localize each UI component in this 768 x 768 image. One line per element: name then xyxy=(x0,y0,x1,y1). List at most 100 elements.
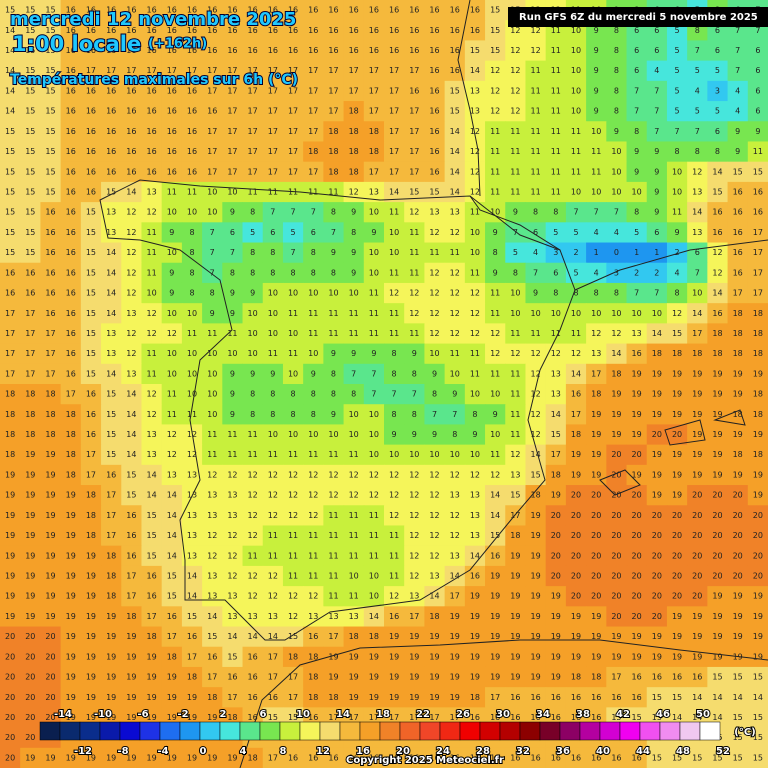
temperature-cell xyxy=(666,222,688,244)
temperature-value: 18 xyxy=(66,470,76,479)
temperature-cell xyxy=(323,0,345,21)
temperature-value: 16 xyxy=(207,46,217,55)
colorbar-swatch xyxy=(459,721,481,741)
temperature-cell xyxy=(687,303,708,324)
temperature-value: 12 xyxy=(409,511,419,520)
temperature-value: 11 xyxy=(571,167,581,176)
temperature-value: 8 xyxy=(392,369,397,378)
temperature-cell xyxy=(222,363,244,385)
temperature-value: 14 xyxy=(450,572,460,581)
temperature-value: 15 xyxy=(5,188,15,197)
temperature-cell xyxy=(262,181,284,203)
temperature-cell xyxy=(141,485,163,506)
temperature-cell xyxy=(666,60,688,82)
temperature-cell xyxy=(20,606,41,628)
temperature-value: 9 xyxy=(412,430,417,439)
temperature-value: 15 xyxy=(672,753,682,762)
temperature-value: 16 xyxy=(733,228,743,237)
temperature-cell xyxy=(60,485,82,506)
temperature-cell xyxy=(343,626,365,648)
temperature-value: 16 xyxy=(591,693,601,702)
temperature-cell xyxy=(707,262,729,284)
temperature-cell xyxy=(141,121,163,142)
temperature-value: 19 xyxy=(530,572,540,581)
temperature-cell xyxy=(363,485,385,506)
temperature-value: 16 xyxy=(248,693,258,702)
temperature-value: 14 xyxy=(5,26,15,35)
temperature-cell xyxy=(727,464,749,486)
temperature-cell xyxy=(40,282,62,304)
temperature-value: 19 xyxy=(369,652,379,661)
temperature-value: 8 xyxy=(210,289,215,298)
temperature-cell xyxy=(424,80,446,102)
temperature-cell xyxy=(323,545,345,567)
temperature-value: 3 xyxy=(715,86,720,95)
temperature-cell xyxy=(646,565,668,587)
temperature-value: 2 xyxy=(675,248,680,257)
temperature-value: 15 xyxy=(268,713,278,722)
temperature-value: 5 xyxy=(634,228,639,237)
temperature-value: 20 xyxy=(753,511,763,520)
temperature-cell xyxy=(222,20,244,41)
temperature-cell xyxy=(262,242,284,264)
temperature-value: 19 xyxy=(66,652,76,661)
temperature-value: 19 xyxy=(126,753,136,762)
temperature-cell xyxy=(404,646,425,668)
temperature-cell xyxy=(384,222,405,244)
temperature-cell xyxy=(687,505,708,526)
temperature-cell xyxy=(565,444,587,466)
temperature-cell xyxy=(80,646,102,668)
temperature-cell xyxy=(202,121,223,142)
temperature-cell xyxy=(40,646,62,668)
temperature-cell xyxy=(727,747,749,768)
temperature-cell xyxy=(242,323,264,345)
temperature-value: 10 xyxy=(268,309,278,318)
temperature-cell xyxy=(626,444,648,466)
temperature-value: 17 xyxy=(389,127,399,136)
temperature-cell xyxy=(303,606,324,628)
temperature-cell xyxy=(222,545,244,567)
temperature-value: 12 xyxy=(450,289,460,298)
temperature-value: 16 xyxy=(369,46,379,55)
temperature-value: 19 xyxy=(652,450,662,459)
temperature-value: 12 xyxy=(530,349,540,358)
temperature-cell xyxy=(161,606,183,628)
temperature-value: 16 xyxy=(167,147,177,156)
temperature-cell xyxy=(586,444,607,466)
temperature-value: 9 xyxy=(169,289,174,298)
temperature-value: 16 xyxy=(349,46,359,55)
temperature-cell xyxy=(565,586,587,607)
temperature-cell xyxy=(384,40,405,62)
temperature-value: 12 xyxy=(248,491,258,500)
temperature-cell xyxy=(586,687,607,708)
temperature-cell xyxy=(606,485,628,506)
temperature-cell xyxy=(606,141,628,163)
temperature-value: 18 xyxy=(733,410,743,419)
temperature-value: 12 xyxy=(470,127,480,136)
temperature-cell xyxy=(242,404,264,425)
temperature-value: 10 xyxy=(470,248,480,257)
temperature-cell xyxy=(525,343,547,365)
temperature-value: 11 xyxy=(530,329,540,338)
temperature-value: 11 xyxy=(146,349,156,358)
temperature-cell xyxy=(80,202,102,223)
temperature-value: 19 xyxy=(369,693,379,702)
temperature-cell xyxy=(323,222,345,244)
temperature-value: 12 xyxy=(126,268,136,277)
temperature-cell xyxy=(202,20,223,41)
temperature-cell xyxy=(60,282,82,304)
temperature-cell xyxy=(343,262,365,284)
temperature-cell xyxy=(303,363,324,385)
temperature-value: 17 xyxy=(106,511,116,520)
temperature-cell xyxy=(384,646,405,668)
temperature-value: 11 xyxy=(551,167,561,176)
temperature-cell xyxy=(545,424,567,446)
temperature-cell xyxy=(202,202,223,223)
temperature-value: 8 xyxy=(553,208,558,217)
colorbar-label: 22 xyxy=(416,709,430,720)
temperature-cell xyxy=(80,747,102,768)
temperature-cell xyxy=(707,565,729,587)
temperature-value: 15 xyxy=(672,329,682,338)
temperature-cell xyxy=(101,384,122,405)
temperature-value: 16 xyxy=(551,753,561,762)
